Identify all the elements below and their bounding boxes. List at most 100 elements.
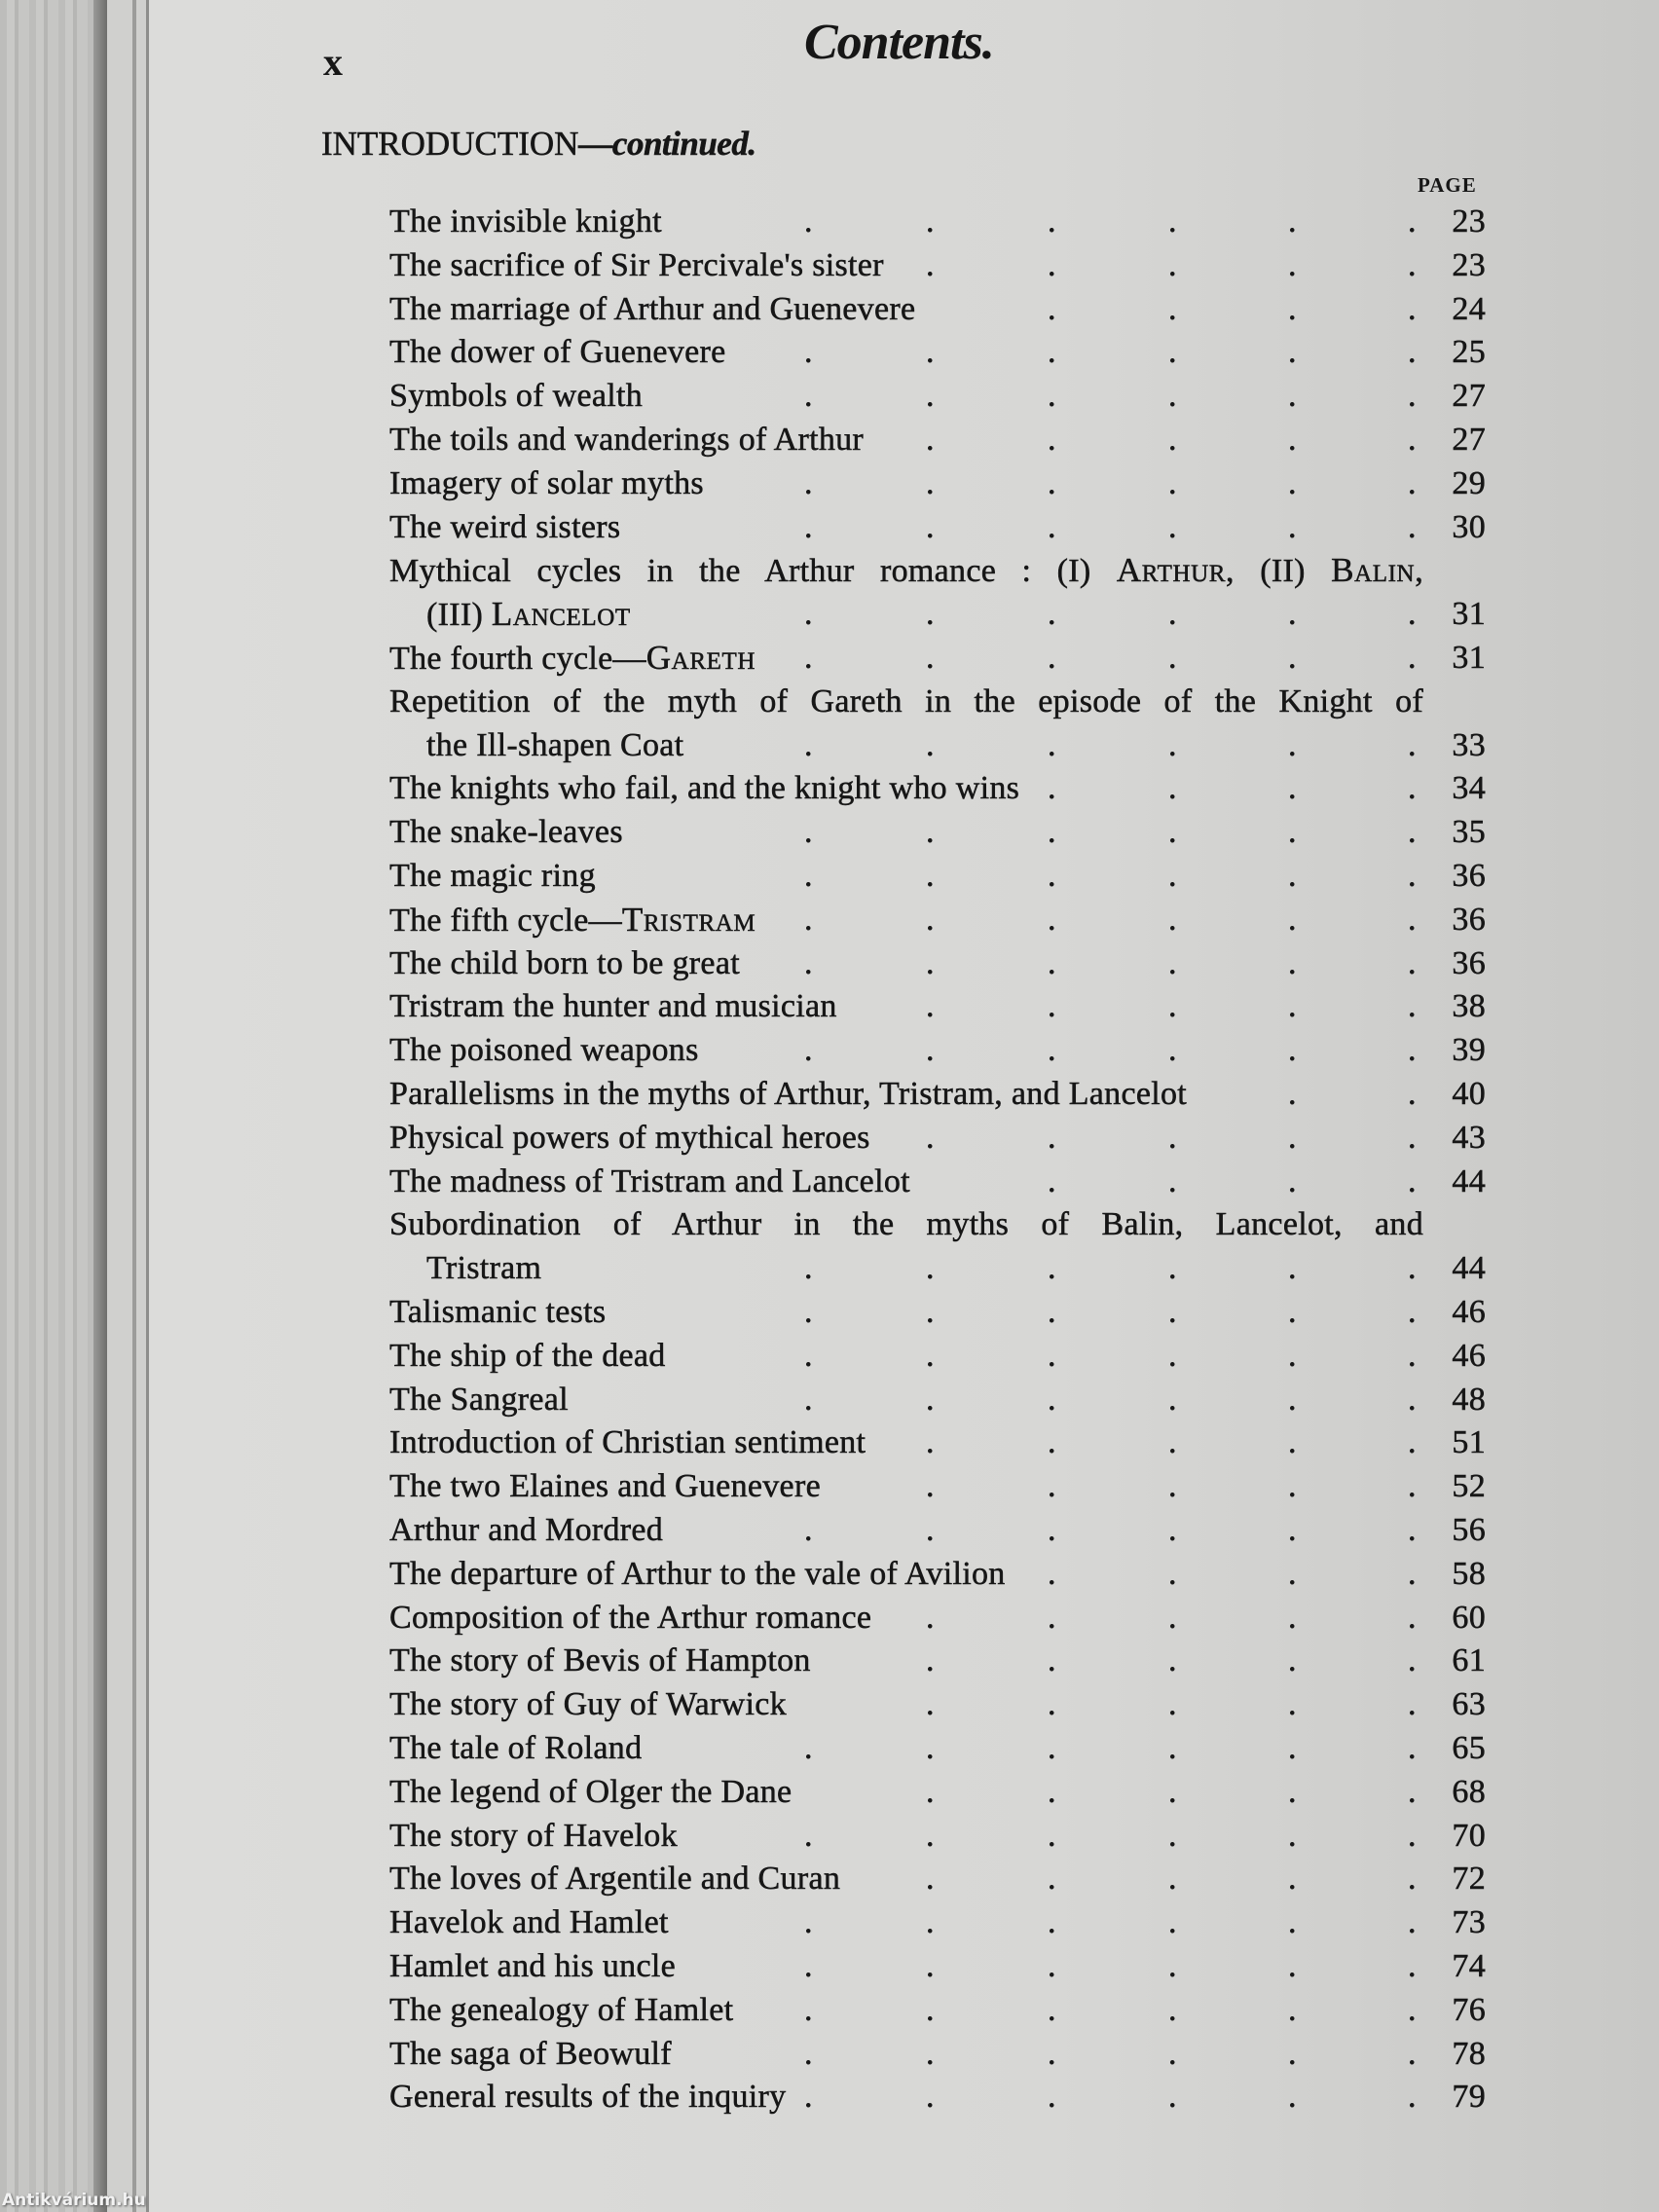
entry-title: The snake-leaves xyxy=(389,810,623,854)
toc-entry: Tristram 44...... xyxy=(389,1246,1486,1290)
leader-dot: . xyxy=(1048,464,1056,502)
page-number: 27 xyxy=(1452,378,1486,415)
page-number: 23 xyxy=(1452,203,1486,240)
book-page xyxy=(149,0,1659,2212)
leader-dot: . xyxy=(804,378,813,415)
leader-dot: . xyxy=(1048,1250,1056,1287)
leader-dot: . xyxy=(1168,858,1177,895)
entry-title: The two Elaines and Guenevere xyxy=(389,1464,821,1508)
leader-dot: . xyxy=(1288,1642,1297,1679)
leader-dot: . xyxy=(1408,1119,1417,1157)
leader-dot: . xyxy=(1168,1468,1177,1505)
leader-dot: . xyxy=(804,1948,813,1985)
title-text: (III) xyxy=(426,597,492,634)
entry-title: The poisoned weapons xyxy=(389,1028,699,1072)
leader-dot: . xyxy=(804,1294,813,1331)
leader-dot: . xyxy=(926,1512,935,1549)
title-text: The story of Havelok xyxy=(389,1817,678,1854)
leader-dot: . xyxy=(1048,901,1056,939)
leader-dot: . xyxy=(1048,814,1056,851)
page-number: 72 xyxy=(1452,1861,1486,1898)
leader-dot: . xyxy=(804,1381,813,1418)
leader-dot: . xyxy=(1048,1555,1056,1593)
watermark: Antikvárium.hu xyxy=(2,2191,146,2210)
leader-dot: . xyxy=(1048,1948,1056,1985)
toc-entry: The weird sisters 30...... xyxy=(389,505,1486,549)
leader-dot: . xyxy=(1168,1337,1177,1375)
title-text: The sacrifice of Sir Percivale's sister xyxy=(389,246,884,284)
title-text: The dower of Guenevere xyxy=(389,334,726,371)
leader-dot: . xyxy=(926,1119,935,1157)
leader-dot: . xyxy=(1408,1555,1417,1593)
leader-dot: . xyxy=(1288,1904,1297,1941)
leader-dot: . xyxy=(1288,1773,1297,1811)
leader-dot: . xyxy=(804,640,813,677)
page-number: 46 xyxy=(1452,1294,1486,1331)
leader-dot: . xyxy=(1408,1991,1417,2029)
page-number: 30 xyxy=(1452,508,1486,545)
gutter-shadow xyxy=(93,0,107,2212)
leader-dot: . xyxy=(804,464,813,502)
leader-dot: . xyxy=(1408,203,1417,240)
page-number: 46 xyxy=(1452,1337,1486,1375)
leader-dot: . xyxy=(1168,726,1177,763)
leader-dot: . xyxy=(804,508,813,545)
leader-dot: . xyxy=(1168,814,1177,851)
leader-dot: . xyxy=(926,378,935,415)
entry-title: The child born to be great xyxy=(389,941,740,985)
leader-dot: . xyxy=(1288,290,1297,327)
toc-entry: The knights who fail, and the knight who… xyxy=(389,766,1486,810)
title-text: , xyxy=(1415,553,1423,590)
entry-title: The weird sisters xyxy=(389,505,621,549)
leader-dot: . xyxy=(1048,1773,1056,1811)
leader-dot: . xyxy=(1408,988,1417,1025)
leader-dot: . xyxy=(926,1032,935,1069)
leader-dot: . xyxy=(1048,1162,1056,1199)
title-text: Talismanic tests xyxy=(389,1294,607,1331)
title-text: The genealogy of Hamlet xyxy=(389,1991,734,2029)
page-number: 35 xyxy=(1452,814,1486,851)
leader-dot: . xyxy=(1168,508,1177,545)
leader-dot: . xyxy=(1408,858,1417,895)
entry-title: Symbols of wealth xyxy=(389,374,643,418)
entry-title: The Sangreal xyxy=(389,1378,569,1421)
leader-dot: . xyxy=(1168,1991,1177,2029)
leader-dot: . xyxy=(926,1337,935,1375)
leader-dot: . xyxy=(926,1861,935,1898)
leader-dot: . xyxy=(1288,1468,1297,1505)
leader-dot: . xyxy=(1408,1730,1417,1767)
leader-dot: . xyxy=(1048,378,1056,415)
title-text: The madness of Tristram and Lancelot xyxy=(389,1162,910,1199)
leader-dot: . xyxy=(1168,1599,1177,1636)
leader-dot: . xyxy=(1048,1817,1056,1854)
leader-dot: . xyxy=(804,596,813,633)
leader-dot: . xyxy=(1288,640,1297,677)
leader-dot: . xyxy=(926,1381,935,1418)
page-number: 40 xyxy=(1452,1076,1486,1113)
leader-dot: . xyxy=(1288,1555,1297,1593)
page-number: 51 xyxy=(1452,1424,1486,1461)
leader-dot: . xyxy=(1408,1032,1417,1069)
page-number: 74 xyxy=(1452,1948,1486,1985)
page-column-label: PAGE xyxy=(1418,173,1477,197)
leader-dot: . xyxy=(1288,1686,1297,1723)
entry-title: the Ill-shapen Coat xyxy=(426,723,684,767)
entry-title: General results of the inquiry xyxy=(389,2075,787,2119)
leader-dot: . xyxy=(1288,1032,1297,1069)
title-text: The magic ring xyxy=(389,858,596,895)
leader-dot: . xyxy=(1168,1512,1177,1549)
leader-dot: . xyxy=(1168,1424,1177,1461)
toc-entry: The tale of Roland 65...... xyxy=(389,1726,1486,1770)
leader-dot: . xyxy=(1168,1948,1177,1985)
small-caps-name: Arthur xyxy=(1116,551,1227,590)
leader-dot: . xyxy=(1408,1162,1417,1199)
leader-dot: . xyxy=(1288,246,1297,284)
leader-dot: . xyxy=(1408,1904,1417,1941)
title-text: Tristram the hunter and musician xyxy=(389,988,837,1025)
leader-dot: . xyxy=(1408,246,1417,284)
toc-entry: Havelok and Hamlet 73...... xyxy=(389,1900,1486,1944)
toc-entry: The snake-leaves 35...... xyxy=(389,810,1486,854)
leader-dot: . xyxy=(804,1991,813,2029)
leader-dot: . xyxy=(1168,1730,1177,1767)
page-number: 44 xyxy=(1452,1162,1486,1199)
